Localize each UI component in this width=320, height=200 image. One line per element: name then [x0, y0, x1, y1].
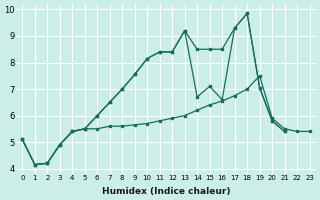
X-axis label: Humidex (Indice chaleur): Humidex (Indice chaleur): [102, 187, 230, 196]
